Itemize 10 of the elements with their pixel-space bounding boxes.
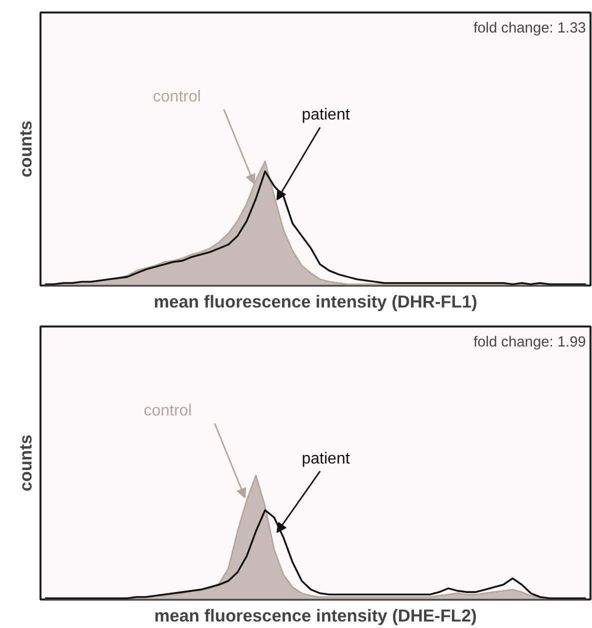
- text: fold change: 1.99: [473, 334, 586, 351]
- text: patient: [302, 106, 350, 124]
- x-axis-title: mean fluorescence intensity (DHR-FL1): [154, 292, 478, 312]
- y-axis-title: counts: [16, 120, 36, 178]
- y-axis-title: counts: [16, 434, 36, 492]
- x-axis-title: mean fluorescence intensity (DHE-FL2): [154, 606, 477, 626]
- text: patient: [302, 450, 350, 468]
- text: fold change: 1.33: [473, 20, 586, 37]
- text: control: [144, 402, 192, 420]
- text: control: [152, 88, 201, 106]
